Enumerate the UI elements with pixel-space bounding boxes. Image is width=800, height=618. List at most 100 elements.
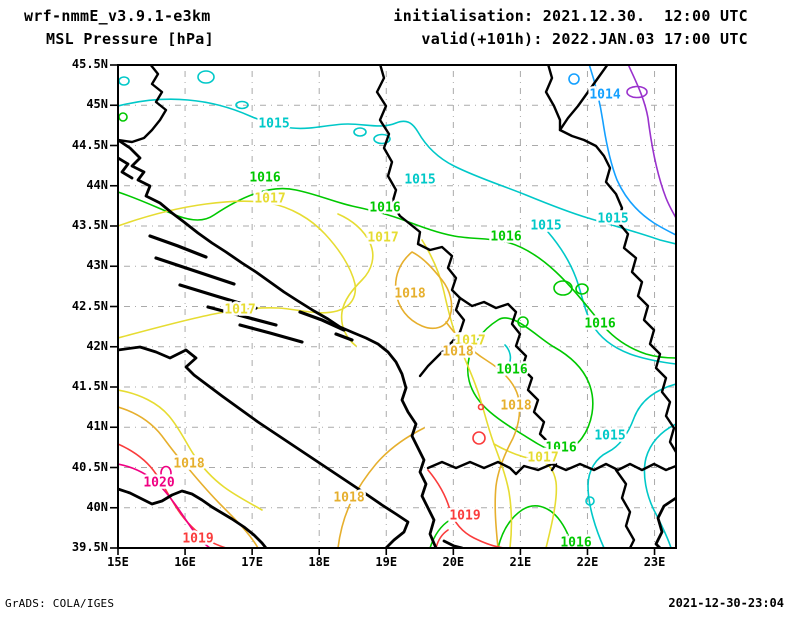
lat-tick-label: 44N (86, 177, 108, 192)
country-border (118, 65, 168, 144)
island (206, 305, 278, 327)
coastline (118, 156, 134, 180)
country-borders (118, 65, 676, 548)
lon-tick-label: 22E (576, 555, 599, 569)
isobar-closed-loop (373, 133, 391, 145)
isobar-closed-loop (160, 465, 172, 481)
lat-tick-label: 45.5N (71, 57, 108, 71)
lon-tick-label: 15E (107, 555, 129, 569)
creation-timestamp: 2021-12-30-23:04 (668, 596, 784, 610)
lon-tick-label: 17E (241, 555, 263, 569)
field-title: MSL Pressure [hPa] (46, 30, 214, 48)
coastline (118, 345, 410, 548)
lon-tick-label: 20E (442, 555, 465, 569)
island (178, 283, 258, 310)
init-time-label: initialisation: 2021.12.30. 12:00 UTC (393, 7, 748, 25)
island (298, 310, 346, 332)
isobar-line (643, 423, 676, 548)
island (334, 332, 354, 342)
isobar-line (427, 469, 505, 548)
lon-tick-label: 18E (308, 555, 331, 569)
isobar-line (466, 317, 594, 451)
lat-tick-label: 41N (86, 419, 108, 434)
isobar-closed-loop (568, 73, 580, 85)
isobar-closed-loop (477, 403, 485, 411)
isobar-value-label: 1017 (254, 192, 285, 207)
isobar-line (627, 65, 676, 219)
isobar-1019 (118, 403, 505, 548)
isobar-value-label: 1016 (496, 363, 527, 378)
isobar-line (497, 505, 573, 548)
isobar-value-label: 1018 (394, 287, 425, 302)
coastline (654, 496, 676, 548)
isobar-closed-loop (626, 85, 648, 99)
isobar-value-label: 1017 (367, 231, 398, 246)
isobar-closed-loop (472, 431, 486, 445)
isobar-line (547, 231, 676, 365)
isobar-closed-loop (118, 112, 128, 122)
isobar-closed-loop (197, 70, 215, 84)
country-border (375, 65, 462, 300)
isobar-line (587, 383, 676, 548)
isobar-value-label: 1015 (530, 219, 561, 234)
isobar-line (421, 239, 513, 548)
isobar-value-label: 1015 (597, 212, 628, 227)
isobar-value-label: 1015 (594, 429, 625, 444)
island (148, 234, 208, 259)
isobar-value-label: 1018 (500, 399, 531, 414)
isobar-line (429, 519, 451, 548)
isobar-line (445, 321, 521, 548)
island (238, 323, 304, 344)
lon-tick-label: 19E (375, 555, 398, 569)
isobar-value-label: 1018 (442, 345, 473, 360)
isobar-closed-loop (118, 76, 130, 86)
isobar-closed-loop (235, 100, 249, 110)
isobar-line (118, 443, 227, 548)
lat-tick-label: 40N (86, 499, 108, 514)
isobar-value-label: 1016 (584, 317, 615, 332)
isobar-line (337, 427, 425, 548)
isobar-line (118, 389, 263, 511)
axis-ticks (110, 64, 656, 555)
isobar-value-label: 1016 (369, 201, 400, 216)
lat-tick-label: 43.5N (71, 218, 108, 232)
islands (148, 234, 354, 344)
isobar-value-label: 1015 (404, 173, 435, 188)
lat-tick-label: 43N (86, 258, 108, 273)
isobar-value-label: 1014 (589, 88, 620, 103)
country-border (426, 460, 676, 476)
lat-tick-label: 41.5N (71, 379, 108, 393)
isobar-value-label: 1017 (454, 334, 485, 349)
isobar-value-label: 1016 (545, 441, 576, 456)
lat-tick-label: 42.5N (71, 298, 108, 313)
coastline (118, 138, 438, 548)
isobar-1020 (118, 463, 211, 548)
grads-credit: GrADS: COLA/IGES (5, 597, 115, 610)
lon-tick-label: 16E (174, 555, 196, 569)
lat-tick-label: 40.5N (71, 459, 108, 474)
isobar-value-label: 1019 (182, 532, 213, 547)
isobar-closed-loop (517, 316, 529, 328)
isobar-value-label: 1017 (527, 451, 558, 466)
model-title: wrf-nmmE_v3.9.1-e3km (24, 7, 211, 25)
isobar-closed-loop (353, 127, 367, 137)
isobar-line (118, 98, 676, 245)
lon-tick-label: 23E (643, 555, 666, 569)
country-border (558, 65, 609, 132)
isobar-1014 (568, 65, 676, 236)
country-border (458, 296, 558, 472)
lat-tick-label: 42N (86, 338, 108, 353)
coastlines (118, 138, 676, 548)
coastline (442, 539, 464, 548)
valid-time-label: valid(+101h): 2022.JAN.03 17:00 UTC (421, 30, 748, 48)
isobar-line (337, 213, 374, 347)
lon-tick-label: 21E (509, 555, 532, 569)
isobar-line (394, 251, 453, 330)
country-border (544, 65, 676, 454)
isobar-line (504, 344, 512, 365)
country-border (614, 468, 636, 548)
isobar-line (118, 406, 259, 548)
isobar-line (588, 65, 676, 236)
